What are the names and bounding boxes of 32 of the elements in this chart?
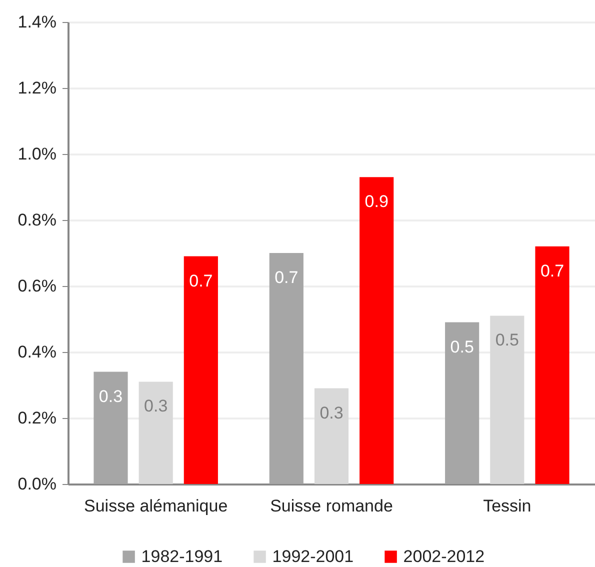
data-label: 0.9 xyxy=(364,192,388,212)
data-label: 0.7 xyxy=(189,271,213,290)
bar xyxy=(360,177,394,484)
bar xyxy=(184,256,218,484)
data-label: 0.5 xyxy=(495,330,519,350)
y-tick-label: 1.0% xyxy=(18,144,56,164)
data-label: 0.7 xyxy=(274,268,298,287)
data-label: 0.5 xyxy=(450,337,474,356)
y-tick-label: 0.6% xyxy=(18,276,56,296)
y-tick-label: 1.4% xyxy=(18,12,56,32)
x-tick-label: Suisse alémanique xyxy=(84,496,228,516)
bar xyxy=(269,253,304,484)
legend-label: 2002-2012 xyxy=(403,546,485,566)
data-label: 0.7 xyxy=(540,261,564,280)
y-tick-label: 0.4% xyxy=(18,342,56,362)
bar xyxy=(535,246,570,484)
data-label: 0.3 xyxy=(320,403,344,422)
data-label: 0.3 xyxy=(98,386,123,406)
x-tick-label: Tessin xyxy=(483,496,532,516)
legend-label: 1982-1991 xyxy=(141,546,223,566)
bar xyxy=(314,388,349,484)
y-tick-label: 0.0% xyxy=(18,474,56,494)
y-tick-label: 1.2% xyxy=(18,78,56,98)
y-tick-label: 0.8% xyxy=(18,210,56,230)
y-tick-label: 0.2% xyxy=(18,408,56,428)
data-label: 0.3 xyxy=(144,396,168,416)
x-tick-label: Suisse romande xyxy=(270,496,393,516)
legend-label: 1992-2001 xyxy=(272,546,354,566)
bar xyxy=(445,322,480,484)
bar xyxy=(138,382,173,484)
bar xyxy=(490,316,524,484)
bar xyxy=(94,372,128,484)
